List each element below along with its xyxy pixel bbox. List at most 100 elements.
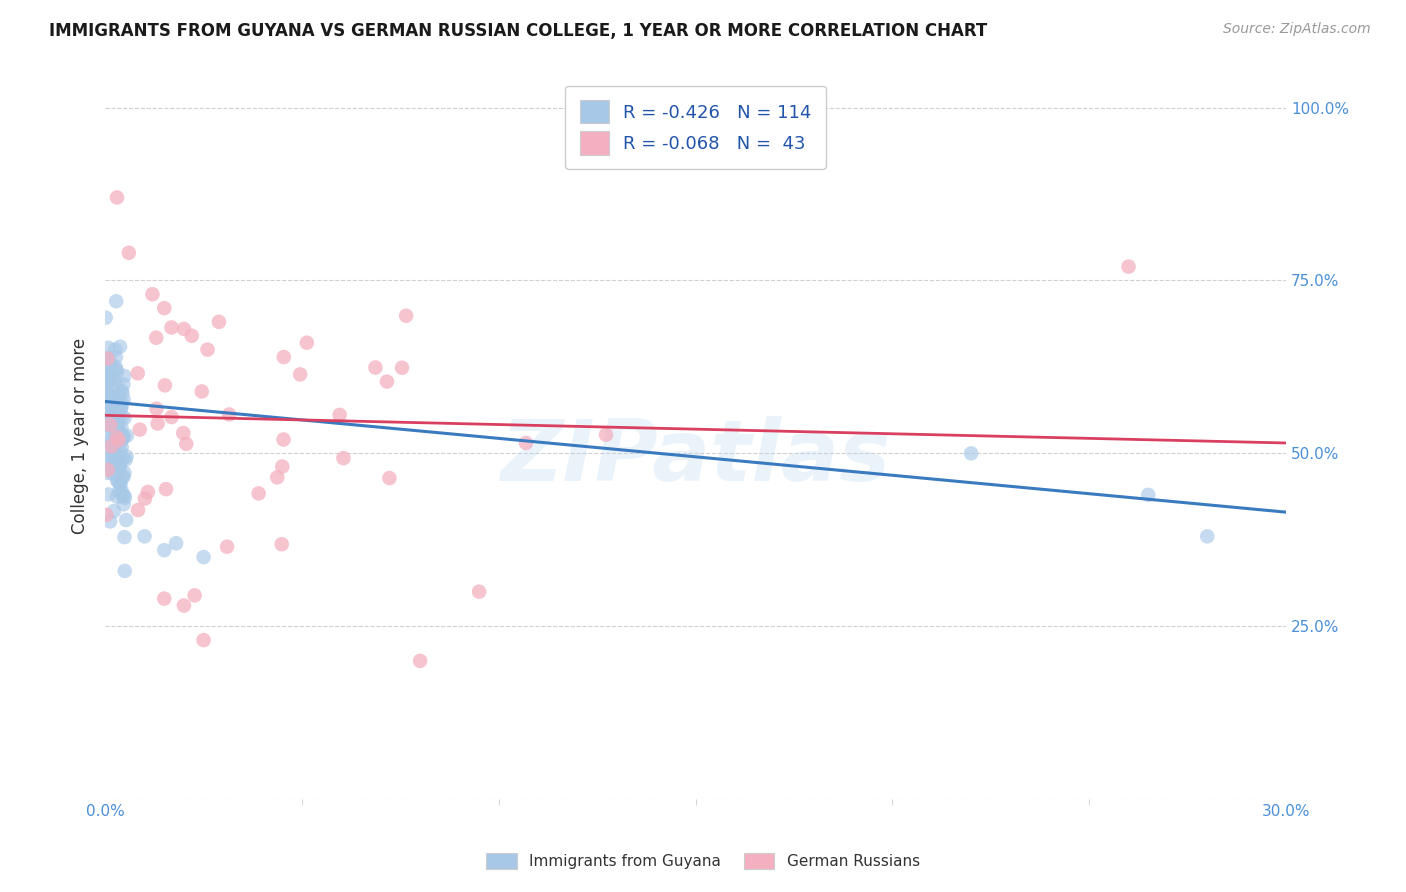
Point bbox=[96, 508, 118, 522]
Point bbox=[101, 440, 124, 454]
Point bbox=[100, 408, 122, 422]
Point bbox=[107, 410, 129, 425]
Point bbox=[105, 190, 128, 204]
Point bbox=[108, 484, 131, 499]
Point bbox=[104, 418, 127, 433]
Point bbox=[136, 485, 159, 500]
Point bbox=[190, 384, 212, 399]
Point bbox=[110, 401, 132, 416]
Point bbox=[104, 419, 127, 434]
Point bbox=[104, 448, 127, 462]
Point bbox=[391, 360, 413, 375]
Point bbox=[108, 450, 131, 464]
Point bbox=[112, 469, 135, 483]
Point bbox=[96, 376, 118, 390]
Point bbox=[100, 371, 122, 385]
Point bbox=[98, 368, 121, 383]
Point bbox=[105, 490, 128, 504]
Point bbox=[145, 401, 167, 416]
Point bbox=[112, 451, 135, 466]
Point bbox=[266, 470, 288, 484]
Point bbox=[105, 430, 128, 444]
Point bbox=[165, 536, 187, 550]
Point bbox=[153, 378, 176, 392]
Point bbox=[98, 376, 121, 391]
Point bbox=[108, 340, 131, 354]
Legend: R = -0.426   N = 114, R = -0.068   N =  43: R = -0.426 N = 114, R = -0.068 N = 43 bbox=[565, 86, 825, 169]
Point bbox=[111, 489, 134, 503]
Point bbox=[110, 444, 132, 458]
Point bbox=[103, 467, 125, 482]
Point bbox=[97, 487, 120, 501]
Point bbox=[295, 335, 318, 350]
Point bbox=[112, 377, 135, 392]
Point bbox=[173, 322, 195, 336]
Point bbox=[107, 424, 129, 438]
Point bbox=[218, 408, 240, 422]
Y-axis label: College, 1 year or more: College, 1 year or more bbox=[72, 338, 89, 534]
Point bbox=[193, 550, 215, 565]
Point bbox=[107, 381, 129, 395]
Text: Source: ZipAtlas.com: Source: ZipAtlas.com bbox=[1223, 22, 1371, 37]
Point bbox=[107, 423, 129, 437]
Point bbox=[105, 294, 128, 309]
Point bbox=[114, 411, 136, 425]
Point bbox=[118, 245, 141, 260]
Point bbox=[96, 388, 118, 402]
Point bbox=[273, 433, 295, 447]
Point bbox=[101, 391, 124, 405]
Point bbox=[174, 437, 197, 451]
Point bbox=[208, 315, 231, 329]
Point bbox=[104, 343, 127, 357]
Point bbox=[395, 309, 418, 323]
Point bbox=[101, 448, 124, 462]
Point bbox=[111, 483, 134, 498]
Point bbox=[98, 370, 121, 384]
Point bbox=[111, 386, 134, 401]
Point bbox=[468, 584, 491, 599]
Point bbox=[155, 482, 177, 496]
Point bbox=[101, 414, 124, 428]
Point bbox=[98, 352, 121, 367]
Point bbox=[134, 529, 156, 543]
Point bbox=[100, 432, 122, 446]
Point bbox=[94, 418, 117, 433]
Point bbox=[110, 420, 132, 434]
Point bbox=[515, 436, 537, 450]
Point bbox=[160, 320, 183, 334]
Text: ZIPatlas: ZIPatlas bbox=[501, 417, 891, 500]
Point bbox=[105, 457, 128, 471]
Point bbox=[105, 420, 128, 434]
Point bbox=[960, 446, 983, 460]
Point bbox=[98, 457, 121, 471]
Point bbox=[104, 350, 127, 364]
Point bbox=[112, 368, 135, 383]
Point bbox=[110, 477, 132, 491]
Point bbox=[270, 537, 292, 551]
Point bbox=[94, 310, 117, 325]
Point bbox=[97, 451, 120, 466]
Point bbox=[107, 420, 129, 434]
Point bbox=[105, 464, 128, 478]
Point bbox=[114, 466, 136, 480]
Point bbox=[98, 515, 121, 529]
Point bbox=[146, 417, 169, 431]
Point bbox=[107, 433, 129, 447]
Point bbox=[197, 343, 219, 357]
Point bbox=[111, 469, 134, 483]
Point bbox=[108, 429, 131, 443]
Point bbox=[215, 540, 238, 554]
Point bbox=[112, 392, 135, 407]
Point bbox=[273, 350, 295, 364]
Point bbox=[107, 387, 129, 401]
Point bbox=[108, 459, 131, 474]
Point bbox=[98, 417, 121, 432]
Point bbox=[105, 364, 128, 378]
Point bbox=[332, 451, 354, 466]
Point bbox=[100, 357, 122, 371]
Point bbox=[105, 392, 128, 406]
Point bbox=[107, 475, 129, 489]
Point bbox=[104, 359, 127, 374]
Text: IMMIGRANTS FROM GUYANA VS GERMAN RUSSIAN COLLEGE, 1 YEAR OR MORE CORRELATION CHA: IMMIGRANTS FROM GUYANA VS GERMAN RUSSIAN… bbox=[49, 22, 987, 40]
Point bbox=[1118, 260, 1140, 274]
